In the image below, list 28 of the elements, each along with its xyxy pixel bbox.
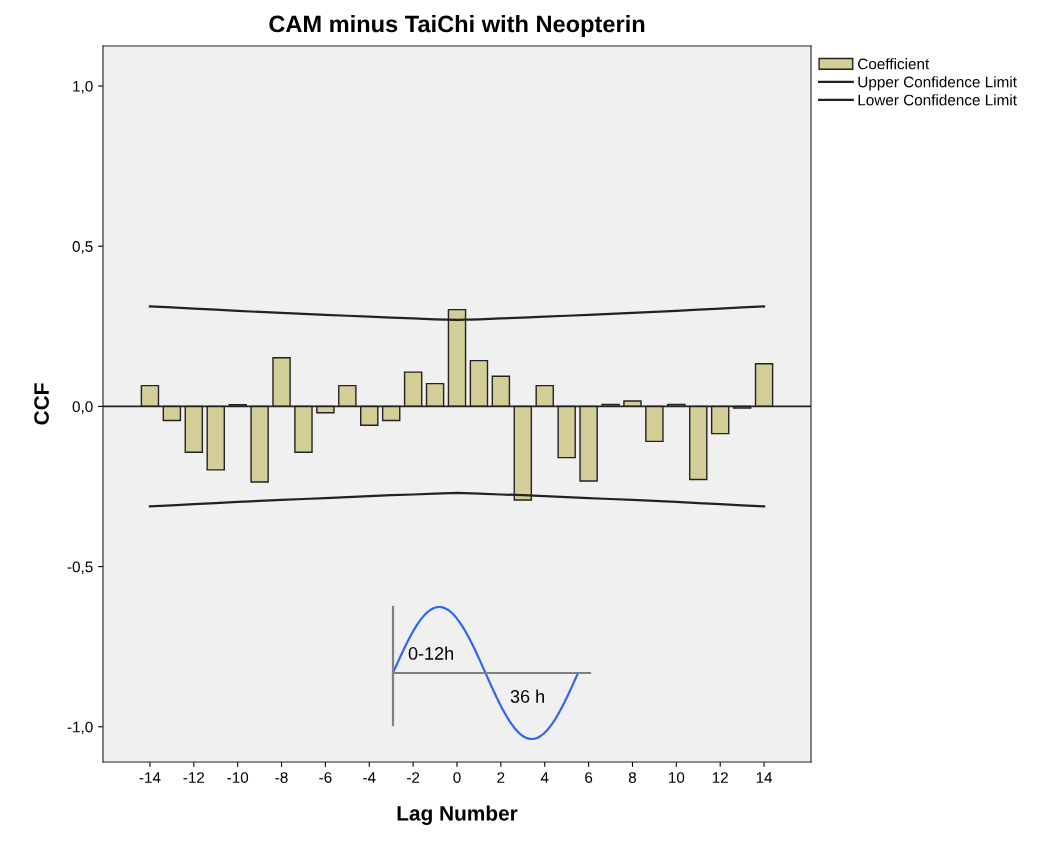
legend-label: Lower Confidence Limit bbox=[858, 94, 1017, 106]
x-tick-label: 14 bbox=[756, 772, 773, 783]
x-tick-label: -14 bbox=[139, 772, 161, 783]
x-tick-label: -10 bbox=[227, 772, 249, 783]
chart-title: CAM minus TaiChi with Neopterin bbox=[269, 15, 645, 38]
x-tick-label: -4 bbox=[363, 772, 376, 783]
y-tick-label: 0,5 bbox=[72, 241, 93, 254]
x-tick-label: 12 bbox=[712, 772, 728, 783]
x-tick-label: 10 bbox=[669, 772, 685, 783]
x-axis-title: Lag Number bbox=[397, 805, 518, 825]
x-tick-label: -8 bbox=[275, 772, 288, 783]
x-tick-label: -12 bbox=[183, 772, 205, 783]
legend-label: Upper Confidence Limit bbox=[858, 76, 1017, 91]
x-tick-label: -6 bbox=[319, 772, 332, 783]
y-tick-label: 0,0 bbox=[72, 401, 93, 414]
y-tick-label: 1,0 bbox=[73, 80, 93, 94]
y-axis-title: CCF bbox=[34, 383, 49, 425]
y-tick-label: -0,5 bbox=[67, 561, 93, 575]
x-tick-label: -2 bbox=[407, 772, 420, 783]
x-tick-label: 4 bbox=[540, 772, 549, 783]
x-tick-label: 8 bbox=[628, 772, 637, 783]
annotation: 0-12h bbox=[408, 646, 454, 660]
x-tick-label: 2 bbox=[497, 772, 505, 783]
x-tick-label: 6 bbox=[585, 772, 593, 783]
annotation: 36 h bbox=[510, 689, 544, 703]
x-tick-label: 0 bbox=[453, 772, 461, 783]
legend-label: Coefficient bbox=[858, 58, 930, 70]
y-tick-label: -1,0 bbox=[67, 721, 93, 735]
